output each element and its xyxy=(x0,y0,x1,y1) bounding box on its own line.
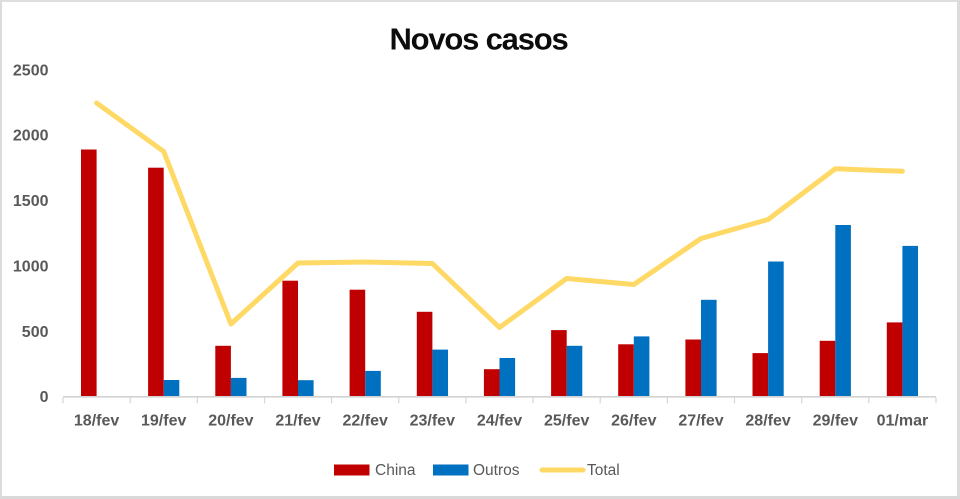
svg-text:0: 0 xyxy=(40,389,49,406)
svg-text:22/fev: 22/fev xyxy=(343,413,388,430)
svg-text:01/mar: 01/mar xyxy=(877,413,929,430)
svg-text:2000: 2000 xyxy=(13,128,49,145)
svg-text:1000: 1000 xyxy=(13,259,49,276)
svg-text:28/fev: 28/fev xyxy=(745,413,790,430)
svg-text:24/fev: 24/fev xyxy=(477,413,522,430)
svg-text:Total: Total xyxy=(587,462,620,479)
svg-text:2500: 2500 xyxy=(13,62,49,79)
svg-text:25/fev: 25/fev xyxy=(544,413,589,430)
svg-text:21/fev: 21/fev xyxy=(275,413,320,430)
svg-text:Outros: Outros xyxy=(473,462,520,479)
svg-text:500: 500 xyxy=(22,324,49,341)
svg-text:27/fev: 27/fev xyxy=(678,413,723,430)
svg-text:Novos casos: Novos casos xyxy=(389,21,567,56)
svg-text:18/fev: 18/fev xyxy=(74,413,119,430)
svg-text:23/fev: 23/fev xyxy=(410,413,455,430)
svg-text:26/fev: 26/fev xyxy=(611,413,656,430)
svg-text:20/fev: 20/fev xyxy=(208,413,253,430)
svg-text:29/fev: 29/fev xyxy=(813,413,858,430)
svg-text:China: China xyxy=(375,462,416,479)
svg-text:19/fev: 19/fev xyxy=(141,413,186,430)
svg-text:1500: 1500 xyxy=(13,193,49,210)
